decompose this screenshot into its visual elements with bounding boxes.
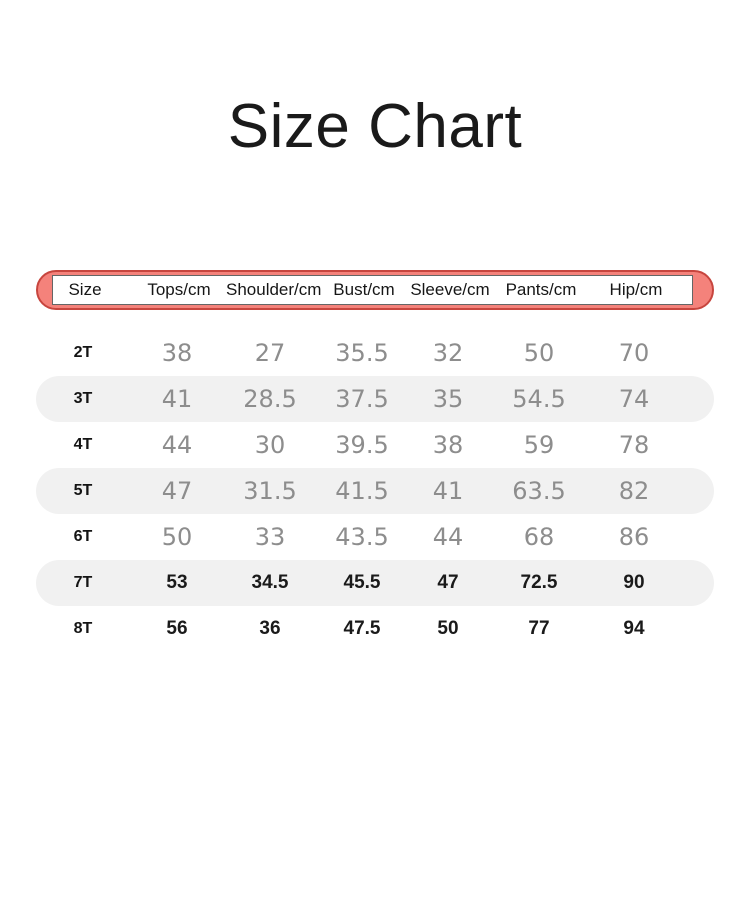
value-cell: 74 bbox=[618, 385, 650, 413]
table-row: 5T 47 31.5 41.5 41 63.5 82 bbox=[36, 468, 714, 514]
value-cell: 47 bbox=[437, 572, 459, 593]
column-header-size: Size bbox=[68, 280, 102, 299]
size-cell: 7T bbox=[73, 574, 93, 591]
value-cell: 32 bbox=[432, 339, 464, 367]
value-cell: 35.5 bbox=[335, 339, 389, 367]
value-cell: 77 bbox=[528, 618, 550, 639]
table-row: 4T 44 30 39.5 38 59 78 bbox=[36, 422, 714, 468]
column-header-hip: Hip/cm bbox=[609, 280, 663, 299]
value-cell: 31.5 bbox=[243, 477, 297, 505]
table-header-pill: Size Tops/cm Shoulder/cm Bust/cm Sleeve/… bbox=[36, 270, 714, 310]
value-cell: 35 bbox=[432, 385, 464, 413]
value-cell: 30 bbox=[254, 431, 286, 459]
value-cell: 33 bbox=[254, 523, 286, 551]
value-cell: 27 bbox=[254, 339, 286, 367]
table-row: 7T 53 34.5 45.5 47 72.5 90 bbox=[36, 560, 714, 606]
value-cell: 36 bbox=[259, 618, 281, 639]
value-cell: 41 bbox=[161, 385, 193, 413]
column-header-sleeve: Sleeve/cm bbox=[410, 280, 490, 299]
value-cell: 34.5 bbox=[251, 572, 289, 593]
table-row: 2T 38 27 35.5 32 50 70 bbox=[36, 330, 714, 376]
value-cell: 44 bbox=[432, 523, 464, 551]
column-header-tops: Tops/cm bbox=[147, 280, 211, 299]
value-cell: 94 bbox=[623, 618, 645, 639]
value-cell: 39.5 bbox=[335, 431, 389, 459]
value-cell: 50 bbox=[523, 339, 555, 367]
table-header-row: Size Tops/cm Shoulder/cm Bust/cm Sleeve/… bbox=[38, 272, 712, 308]
value-cell: 50 bbox=[161, 523, 193, 551]
value-cell: 56 bbox=[166, 618, 188, 639]
value-cell: 47 bbox=[161, 477, 193, 505]
value-cell: 43.5 bbox=[335, 523, 389, 551]
value-cell: 38 bbox=[161, 339, 193, 367]
column-header-pants: Pants/cm bbox=[505, 280, 577, 299]
column-header-bust: Bust/cm bbox=[333, 280, 395, 299]
table-row: 8T 56 36 47.5 50 77 94 bbox=[36, 606, 714, 652]
value-cell: 70 bbox=[618, 339, 650, 367]
value-cell: 37.5 bbox=[335, 385, 389, 413]
table-header-strip bbox=[52, 275, 693, 305]
value-cell: 59 bbox=[523, 431, 555, 459]
value-cell: 86 bbox=[618, 523, 650, 551]
page-title: Size Chart bbox=[227, 92, 523, 161]
column-header-shoulder: Shoulder/cm bbox=[226, 280, 322, 299]
value-cell: 63.5 bbox=[512, 477, 566, 505]
value-cell: 54.5 bbox=[512, 385, 566, 413]
value-cell: 78 bbox=[618, 431, 650, 459]
value-cell: 82 bbox=[618, 477, 650, 505]
value-cell: 45.5 bbox=[343, 572, 381, 593]
size-chart-table: Size Tops/cm Shoulder/cm Bust/cm Sleeve/… bbox=[36, 270, 714, 652]
size-cell: 6T bbox=[73, 528, 93, 545]
size-cell: 8T bbox=[73, 620, 93, 637]
value-cell: 47.5 bbox=[343, 618, 381, 639]
value-cell: 72.5 bbox=[520, 572, 558, 593]
value-cell: 44 bbox=[161, 431, 193, 459]
value-cell: 90 bbox=[623, 572, 645, 593]
table-row: 6T 50 33 43.5 44 68 86 bbox=[36, 514, 714, 560]
value-cell: 41 bbox=[432, 477, 464, 505]
value-cell: 28.5 bbox=[243, 385, 297, 413]
value-cell: 68 bbox=[523, 523, 555, 551]
value-cell: 38 bbox=[432, 431, 464, 459]
value-cell: 53 bbox=[166, 572, 188, 593]
value-cell: 50 bbox=[437, 618, 459, 639]
size-cell: 2T bbox=[73, 344, 93, 361]
table-row: 3T 41 28.5 37.5 35 54.5 74 bbox=[36, 376, 714, 422]
size-cell: 4T bbox=[73, 436, 93, 453]
value-cell: 41.5 bbox=[335, 477, 389, 505]
size-cell: 3T bbox=[73, 390, 93, 407]
size-cell: 5T bbox=[73, 482, 93, 499]
table-body: 2T 38 27 35.5 32 50 70 3T 41 28.5 37.5 3… bbox=[36, 330, 714, 652]
